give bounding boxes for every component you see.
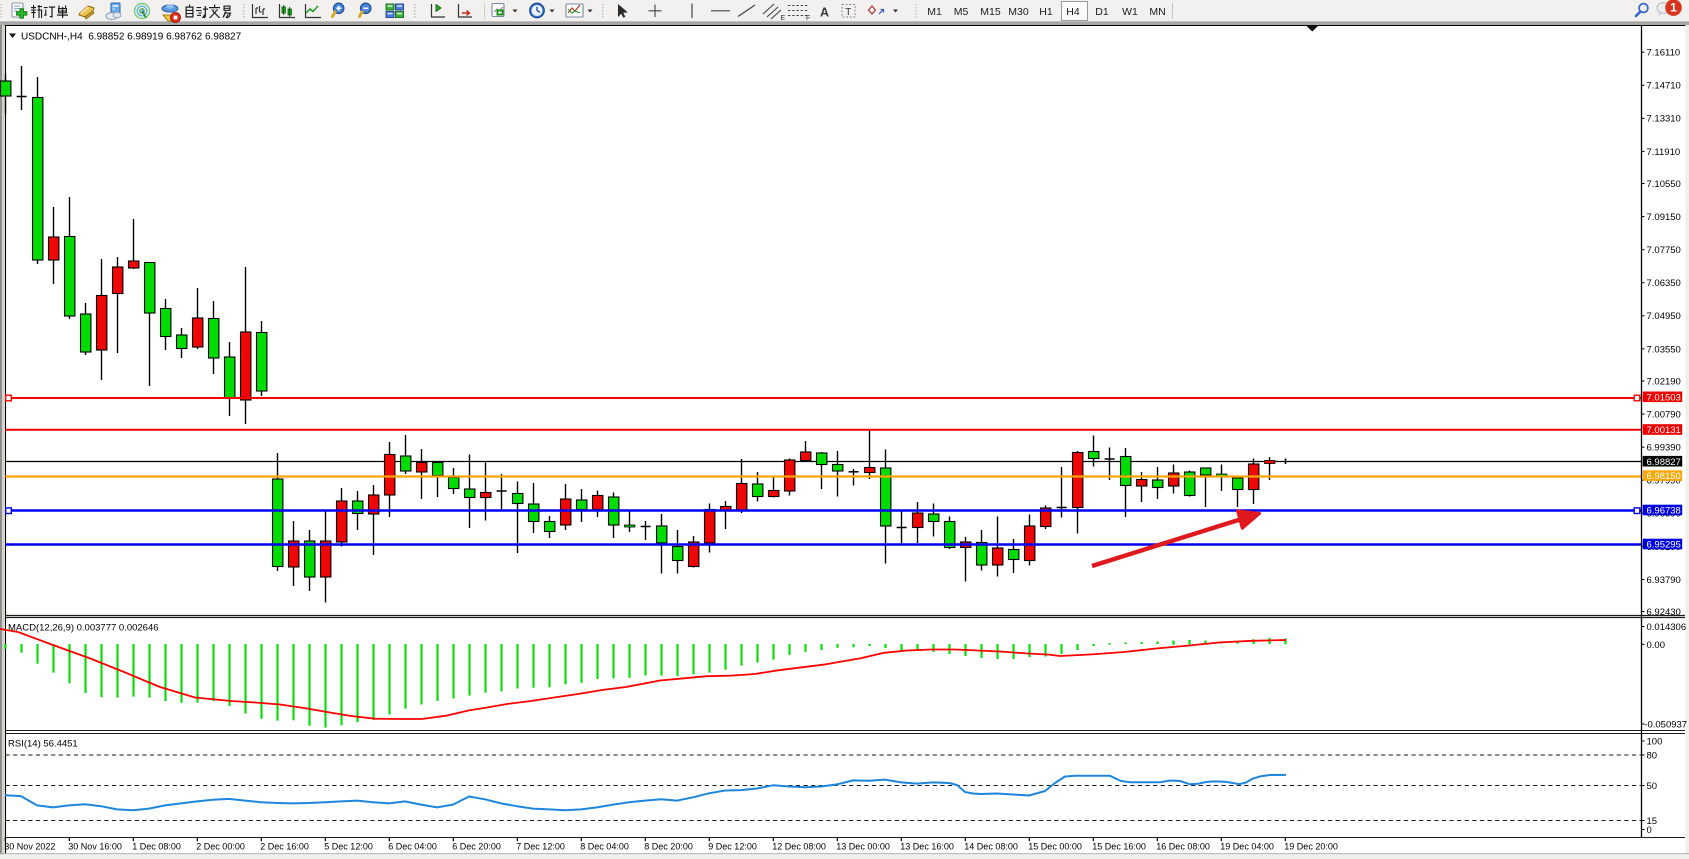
- svg-text:2 Dec 00:00: 2 Dec 00:00: [196, 842, 245, 852]
- svg-text:7.00131: 7.00131: [1647, 425, 1681, 436]
- svg-text:7.10550: 7.10550: [1647, 179, 1681, 190]
- svg-text:7 Dec 12:00: 7 Dec 12:00: [516, 842, 565, 852]
- svg-text:USDCNH-,H4 6.98852 6.98919 6.: USDCNH-,H4 6.98852 6.98919 6.98762 6.988…: [21, 32, 242, 43]
- svg-text:7.06350: 7.06350: [1647, 278, 1681, 289]
- svg-text:M15: M15: [980, 6, 1001, 18]
- svg-text:MACD(12,26,9) 0.003777 0.00264: MACD(12,26,9) 0.003777 0.002646: [8, 623, 159, 634]
- svg-text:30 Nov 16:00: 30 Nov 16:00: [68, 842, 122, 852]
- svg-text:6.98827: 6.98827: [1647, 457, 1681, 468]
- svg-text:80: 80: [1647, 751, 1658, 762]
- svg-text:15: 15: [1647, 816, 1658, 827]
- svg-text:W1: W1: [1122, 6, 1138, 18]
- svg-text:8 Dec 20:00: 8 Dec 20:00: [644, 842, 693, 852]
- svg-text:0: 0: [1647, 825, 1652, 836]
- svg-text:6 Dec 04:00: 6 Dec 04:00: [388, 842, 437, 852]
- svg-text:6 Dec 20:00: 6 Dec 20:00: [452, 842, 501, 852]
- svg-text:1 Dec 08:00: 1 Dec 08:00: [132, 842, 181, 852]
- svg-text:6.93790: 6.93790: [1647, 575, 1681, 586]
- svg-text:6.99390: 6.99390: [1647, 443, 1681, 454]
- svg-text:E: E: [781, 15, 786, 22]
- svg-text:19 Dec 20:00: 19 Dec 20:00: [1284, 842, 1338, 852]
- svg-text:1: 1: [1670, 1, 1677, 15]
- svg-text:5 Dec 12:00: 5 Dec 12:00: [324, 842, 373, 852]
- svg-text:H4: H4: [1066, 6, 1080, 18]
- svg-text:M5: M5: [954, 6, 969, 18]
- svg-text:15 Dec 00:00: 15 Dec 00:00: [1028, 842, 1082, 852]
- svg-text:14 Dec 08:00: 14 Dec 08:00: [964, 842, 1018, 852]
- svg-text:7.16110: 7.16110: [1647, 48, 1681, 59]
- svg-text:7.01503: 7.01503: [1647, 392, 1681, 403]
- svg-text:M30: M30: [1008, 6, 1029, 18]
- svg-text:100: 100: [1647, 737, 1663, 748]
- svg-text:-0.050937: -0.050937: [1644, 720, 1687, 731]
- svg-text:F: F: [806, 15, 810, 22]
- svg-text:7.09150: 7.09150: [1647, 212, 1681, 223]
- svg-text:T: T: [845, 7, 851, 18]
- svg-text:7.07750: 7.07750: [1647, 245, 1681, 256]
- svg-text:7.03550: 7.03550: [1647, 344, 1681, 355]
- svg-text:13 Dec 00:00: 13 Dec 00:00: [836, 842, 890, 852]
- svg-text:16 Dec 08:00: 16 Dec 08:00: [1156, 842, 1210, 852]
- svg-text:8 Dec 04:00: 8 Dec 04:00: [580, 842, 629, 852]
- svg-text:M1: M1: [927, 6, 942, 18]
- svg-text:0.00: 0.00: [1647, 640, 1666, 651]
- svg-text:6.98150: 6.98150: [1647, 471, 1681, 482]
- svg-text:30 Nov 2022: 30 Nov 2022: [4, 842, 55, 852]
- svg-text:H1: H1: [1039, 6, 1053, 18]
- svg-text:15 Dec 16:00: 15 Dec 16:00: [1092, 842, 1146, 852]
- svg-text:D1: D1: [1095, 6, 1109, 18]
- svg-text:6.95295: 6.95295: [1647, 540, 1681, 551]
- svg-text:7.04950: 7.04950: [1647, 311, 1681, 322]
- svg-text:12 Dec 08:00: 12 Dec 08:00: [772, 842, 826, 852]
- svg-text:7.13310: 7.13310: [1647, 114, 1681, 125]
- svg-text:7.14710: 7.14710: [1647, 81, 1681, 92]
- svg-text:9 Dec 12:00: 9 Dec 12:00: [708, 842, 757, 852]
- svg-text:RSI(14) 56.4451: RSI(14) 56.4451: [8, 739, 78, 750]
- svg-text:50: 50: [1647, 781, 1658, 792]
- svg-text:7.02190: 7.02190: [1647, 376, 1681, 387]
- svg-text:2 Dec 16:00: 2 Dec 16:00: [260, 842, 309, 852]
- svg-text:6.97990: 6.97990: [1647, 476, 1681, 487]
- svg-text:MN: MN: [1149, 6, 1165, 18]
- svg-text:7.11910: 7.11910: [1647, 147, 1681, 158]
- svg-text:6.92430: 6.92430: [1647, 607, 1681, 618]
- svg-text:6.96738: 6.96738: [1647, 506, 1681, 517]
- svg-text:19 Dec 04:00: 19 Dec 04:00: [1220, 842, 1274, 852]
- svg-text:7.00790: 7.00790: [1647, 410, 1681, 421]
- svg-text:13 Dec 16:00: 13 Dec 16:00: [900, 842, 954, 852]
- svg-text:A: A: [820, 6, 829, 20]
- svg-text:0.014306: 0.014306: [1647, 622, 1687, 633]
